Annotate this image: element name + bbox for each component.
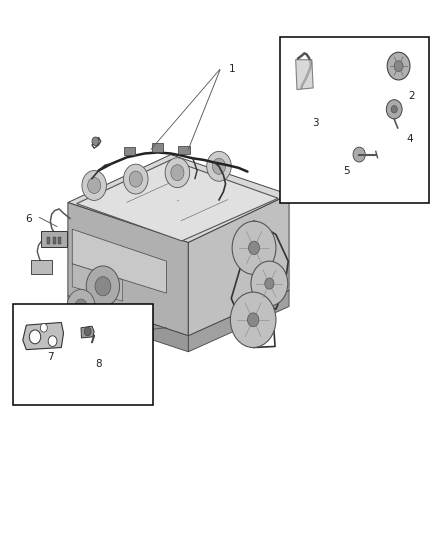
Text: 8: 8 [95,359,102,368]
Bar [280,37,429,203]
Polygon shape [296,60,313,90]
Circle shape [386,100,402,119]
Circle shape [207,151,231,181]
Polygon shape [68,203,188,336]
Circle shape [29,330,41,344]
Bar [13,304,153,405]
FancyBboxPatch shape [152,143,163,152]
Text: 1: 1 [229,64,236,74]
Circle shape [40,324,47,332]
Circle shape [86,266,120,306]
Circle shape [353,147,365,162]
Text: 6: 6 [25,214,32,223]
Polygon shape [188,195,289,336]
FancyBboxPatch shape [124,147,135,155]
FancyBboxPatch shape [31,260,52,274]
Circle shape [92,137,99,146]
Circle shape [251,261,288,306]
Circle shape [129,171,142,187]
Circle shape [265,278,274,289]
Circle shape [394,61,403,71]
Circle shape [249,241,259,255]
Circle shape [230,292,276,348]
Bar [47,237,50,244]
Polygon shape [81,326,94,338]
Polygon shape [188,290,289,352]
Circle shape [247,313,259,327]
Bar [58,237,61,244]
Polygon shape [72,229,166,293]
Circle shape [67,289,95,324]
Circle shape [48,336,57,346]
Polygon shape [72,264,123,301]
Bar [53,237,56,244]
Polygon shape [68,155,289,243]
Polygon shape [68,296,188,352]
FancyBboxPatch shape [41,231,67,247]
FancyBboxPatch shape [178,146,190,154]
Circle shape [88,177,101,193]
Polygon shape [23,322,64,350]
Circle shape [171,165,184,181]
Circle shape [212,158,226,174]
Text: 4: 4 [406,134,413,143]
Text: 7: 7 [47,352,54,362]
Polygon shape [77,160,278,241]
Circle shape [75,299,87,314]
Circle shape [165,158,190,188]
Circle shape [84,327,91,336]
Circle shape [82,171,106,200]
Circle shape [124,164,148,194]
Circle shape [387,52,410,80]
Circle shape [391,106,397,113]
Circle shape [232,221,276,274]
Text: 5: 5 [343,166,350,175]
Circle shape [95,277,111,296]
Text: 3: 3 [312,118,319,127]
Text: 2: 2 [408,91,415,101]
